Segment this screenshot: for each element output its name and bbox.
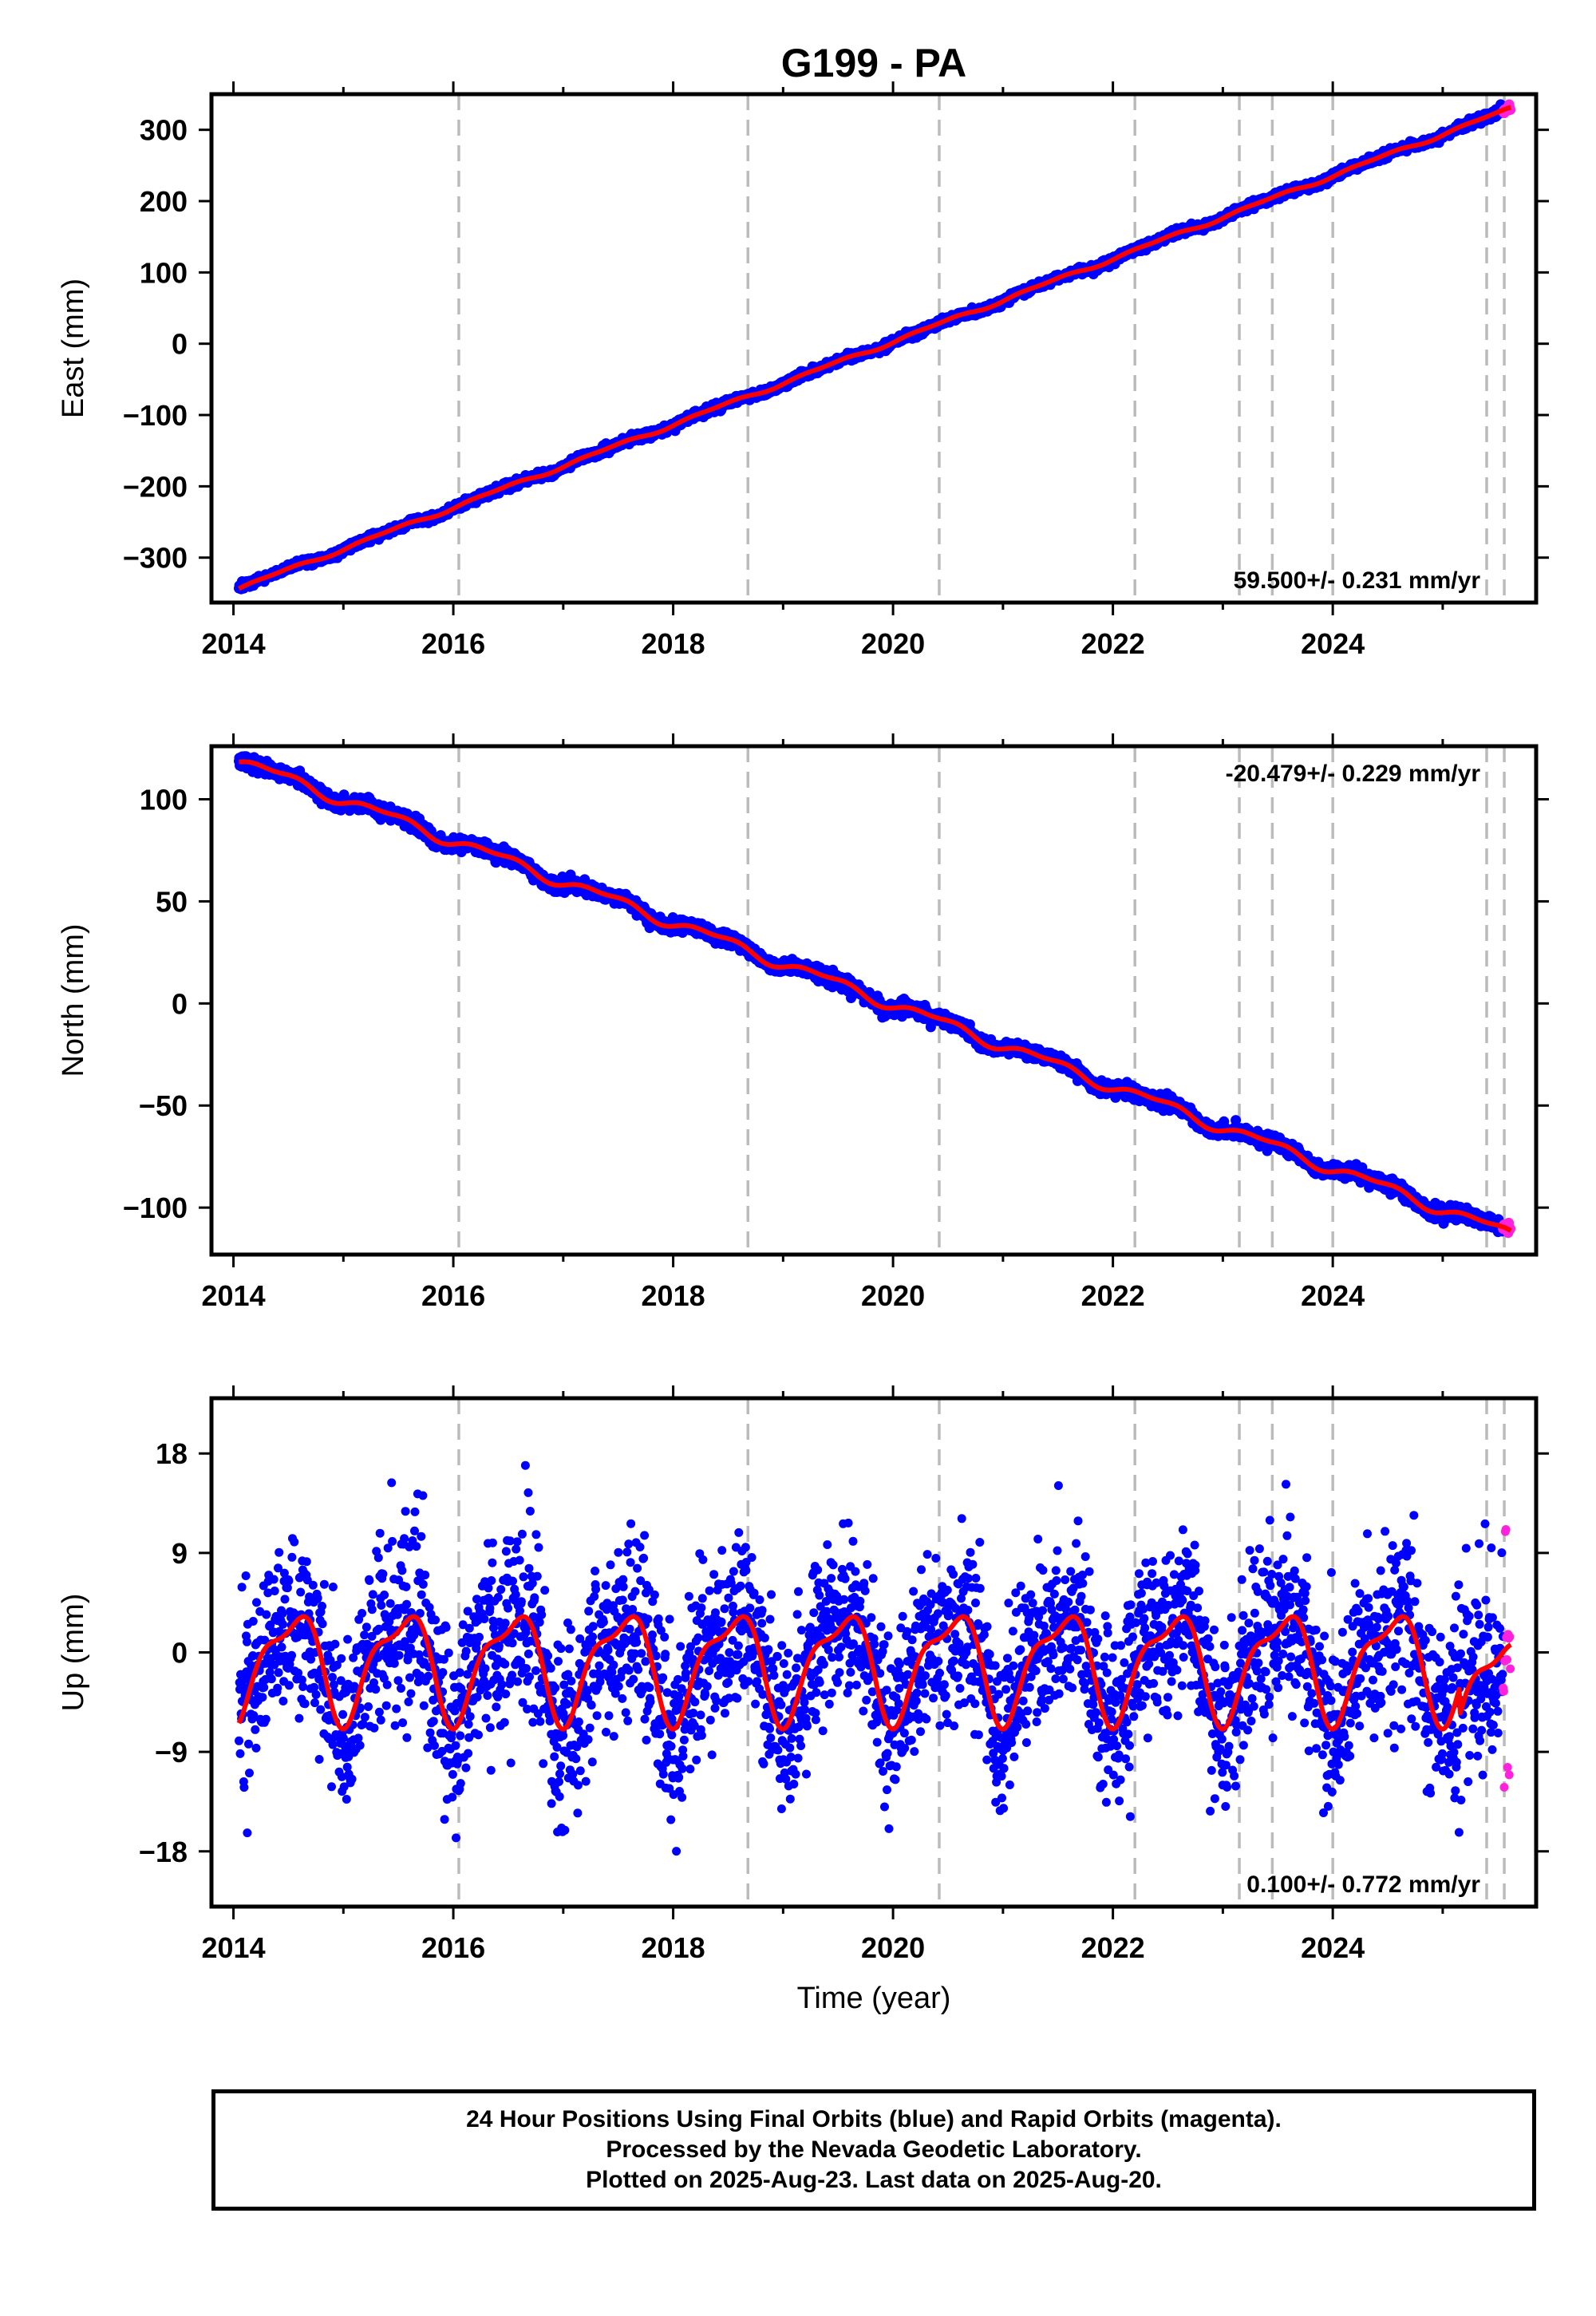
y-tick-label: 0	[172, 328, 188, 361]
figure-title: G199 - PA	[781, 41, 967, 85]
x-tick-label: 2024	[1301, 627, 1365, 660]
y-tick-label: −100	[123, 399, 188, 432]
x-tick-label: 2018	[642, 627, 705, 660]
y-tick-label: −200	[123, 470, 188, 503]
x-tick-label: 2016	[421, 627, 485, 660]
rate-label: 59.500+/- 0.231 mm/yr	[1234, 567, 1481, 594]
panel-north: 2014 2016 2018 2020 2022 2024100500−50−100Nor…	[57, 733, 1549, 1312]
y-tick-label: 300	[140, 114, 188, 147]
y-tick-label: 100	[140, 256, 188, 289]
x-tick-label: 2020	[861, 627, 925, 660]
panel-east: 2014 2016 2018 2020 2022 2024 −300 −200 −100 0 100…	[57, 81, 1549, 660]
data-points	[234, 751, 1516, 1239]
y-tick-label: 200	[140, 185, 188, 218]
x-tick-label: 2022	[1081, 627, 1145, 660]
y-tick-label: −300	[123, 542, 188, 575]
y-axis-label: East (mm)	[57, 279, 90, 418]
x-tick-label: 2014	[202, 627, 266, 660]
